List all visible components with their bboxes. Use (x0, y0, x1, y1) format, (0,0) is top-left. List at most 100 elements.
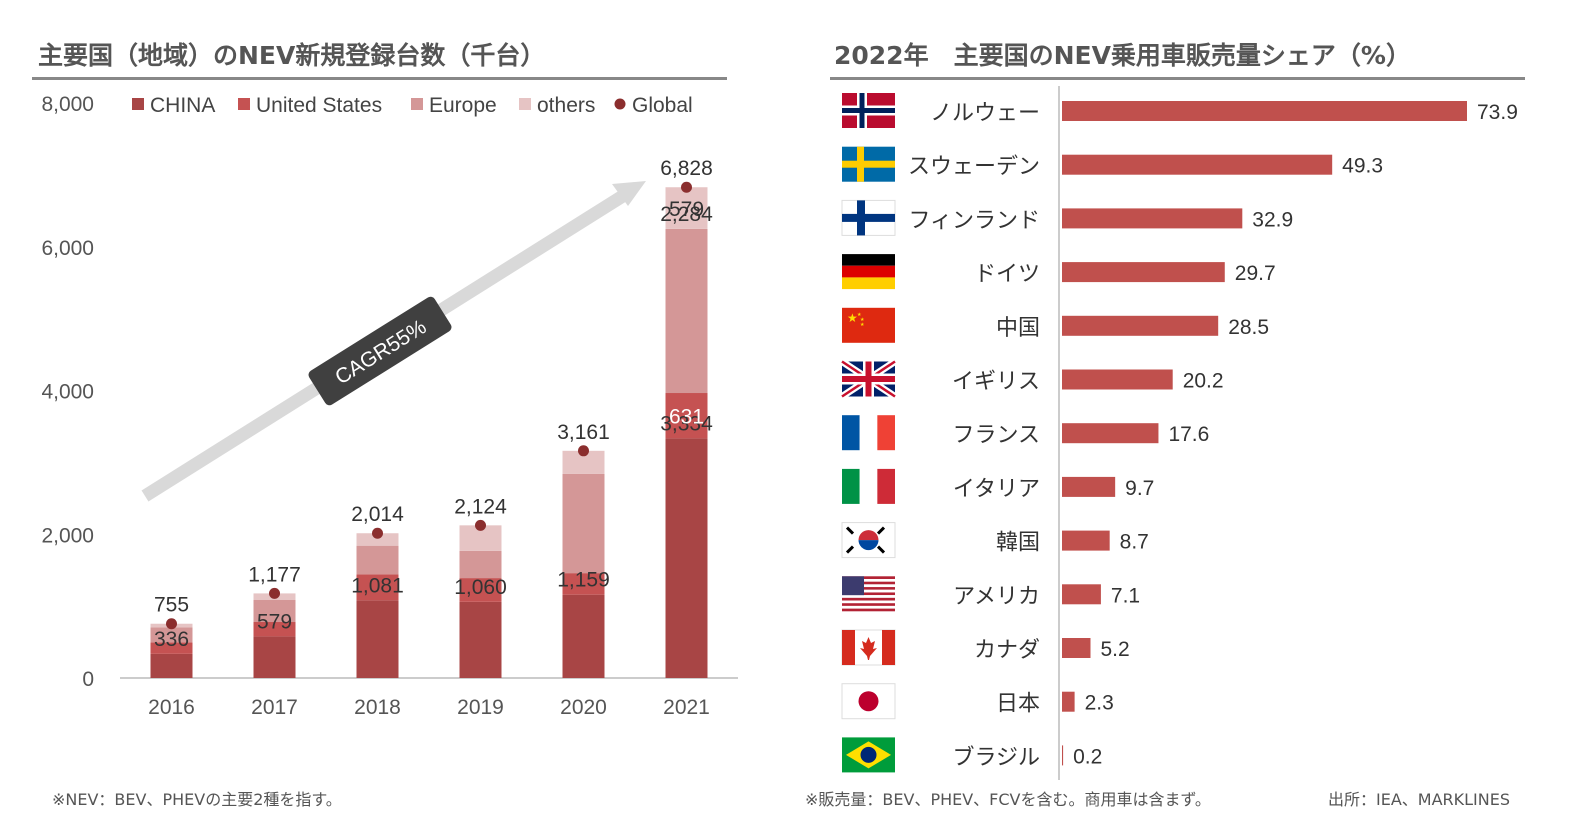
y-tick-label: 0 (82, 668, 94, 691)
share-bar (1062, 315, 1219, 336)
legend-label: Global (632, 94, 693, 117)
legend-label: United States (256, 94, 382, 117)
global-point (578, 445, 589, 457)
x-tick-label: 2018 (354, 696, 401, 719)
country-label: カナダ (974, 637, 1040, 662)
cagr-badge: CAGR55% (308, 296, 452, 406)
svg-text:★: ★ (860, 322, 865, 328)
share-bar (1062, 101, 1467, 121)
y-tick-label: 2,000 (41, 524, 94, 547)
legend-swatch (238, 98, 250, 110)
x-tick-label: 2017 (251, 696, 298, 719)
share-value-label: 7.1 (1111, 584, 1140, 607)
share-value-label: 2.3 (1085, 692, 1114, 715)
country-label: イギリス (952, 369, 1040, 394)
china-value-label: 1,159 (557, 569, 610, 592)
country-label: 日本 (996, 691, 1040, 716)
country-label: フランス (952, 422, 1040, 447)
bar-segment (356, 600, 399, 678)
bar-segment (665, 393, 708, 439)
legend-marker (614, 98, 626, 110)
global-value-label: 2,014 (351, 503, 404, 526)
bar-segment (356, 574, 399, 601)
global-value-label: 755 (154, 594, 189, 617)
y-tick-label: 6,000 (41, 237, 94, 260)
bar-segment (253, 599, 296, 623)
bar-segment (150, 627, 193, 643)
norway-flag (842, 93, 895, 128)
share-bar (1062, 154, 1333, 175)
bar-segment (562, 594, 605, 678)
china-value-label: 3,334 (660, 412, 713, 435)
legend-swatch (411, 98, 423, 110)
right-footnote: ※販売量：BEV、PHEV、FCVを含む。商用車は含まず。 (805, 790, 1211, 809)
arrow-head (612, 181, 646, 206)
stacked-bar-chart: 0 2,000 4,000 6,000 8,000 CAGR55% 755 2016 336 1,… (41, 93, 738, 719)
svg-text:★: ★ (857, 312, 862, 318)
global-point (269, 587, 280, 599)
france-flag (842, 415, 895, 451)
china-flag: ★ ★★★ (842, 307, 895, 343)
right-chart-title: 2022年 主要国のNEV乗用車販売量シェア（%） (834, 41, 1411, 70)
bar-segment (253, 636, 296, 678)
share-value-label: 73.9 (1477, 101, 1518, 124)
bar-segment (562, 473, 605, 574)
global-point (681, 181, 692, 193)
bar-segment (459, 550, 502, 579)
china-value-label: 336 (154, 628, 189, 651)
canada-flag (841, 629, 896, 666)
china-value-label: 1,081 (351, 574, 404, 597)
korea-flag (841, 522, 896, 559)
left-title-rule (32, 77, 727, 80)
country-label: ノルウェー (930, 100, 1040, 125)
x-tick-label: 2019 (457, 696, 504, 719)
share-value-label: 17.6 (1168, 423, 1209, 446)
sweden-flag (842, 146, 895, 182)
italy-flag (842, 468, 895, 504)
china-value-label: 1,060 (454, 576, 507, 599)
germany-flag (842, 254, 895, 290)
left-footnote: ※NEV：BEV、PHEVの主要2種を指す。 (52, 790, 342, 809)
left-chart-title: 主要国（地域）のNEV新規登録台数（千台） (38, 41, 546, 70)
y-tick-label: 4,000 (41, 381, 94, 404)
horizontal-bar-chart: 73.9 ノルウェー 49.3 スウェーデン 32.9 フィンランド 29.7 ドイツ 28.5… (840, 86, 1518, 780)
uk-flag (840, 358, 897, 400)
bar-segment (665, 228, 708, 394)
share-bar (1062, 584, 1101, 605)
japan-flag (841, 683, 896, 720)
share-value-label: 9.7 (1125, 477, 1154, 500)
global-point (372, 527, 383, 539)
global-point (475, 519, 486, 531)
country-label: フィンランド (908, 207, 1040, 232)
global-value-label: 6,828 (660, 157, 713, 180)
share-value-label: 0.2 (1073, 745, 1102, 768)
country-label: アメリカ (953, 583, 1040, 608)
brazil-flag (842, 737, 895, 773)
global-value-label: 1,177 (248, 563, 301, 586)
share-value-label: 20.2 (1183, 370, 1224, 393)
finland-flag (841, 199, 896, 236)
x-tick-label: 2020 (560, 696, 607, 719)
share-value-label: 8.7 (1120, 531, 1149, 554)
bar-segment (459, 601, 502, 678)
y-tick-label: 8,000 (41, 93, 94, 116)
share-bar (1062, 369, 1173, 390)
share-bar (1062, 423, 1159, 444)
x-tick-label: 2016 (148, 696, 195, 719)
share-value-label: 32.9 (1252, 208, 1293, 231)
share-value-label: 49.3 (1342, 155, 1383, 178)
country-label: ブラジル (952, 744, 1040, 769)
chart-legend: CHINA United States Europe others Global (132, 94, 693, 117)
bar-segment (665, 438, 708, 678)
cagr-badge-bg (308, 296, 452, 406)
bar-segment (356, 533, 399, 546)
legend-swatch (132, 98, 144, 110)
bar-segment (150, 642, 193, 654)
share-value-label: 28.5 (1228, 316, 1269, 339)
country-label: 中国 (996, 315, 1040, 340)
usa-flag (842, 576, 895, 612)
bar-segment (562, 573, 605, 595)
global-point (166, 618, 177, 630)
share-bar (1062, 208, 1243, 229)
